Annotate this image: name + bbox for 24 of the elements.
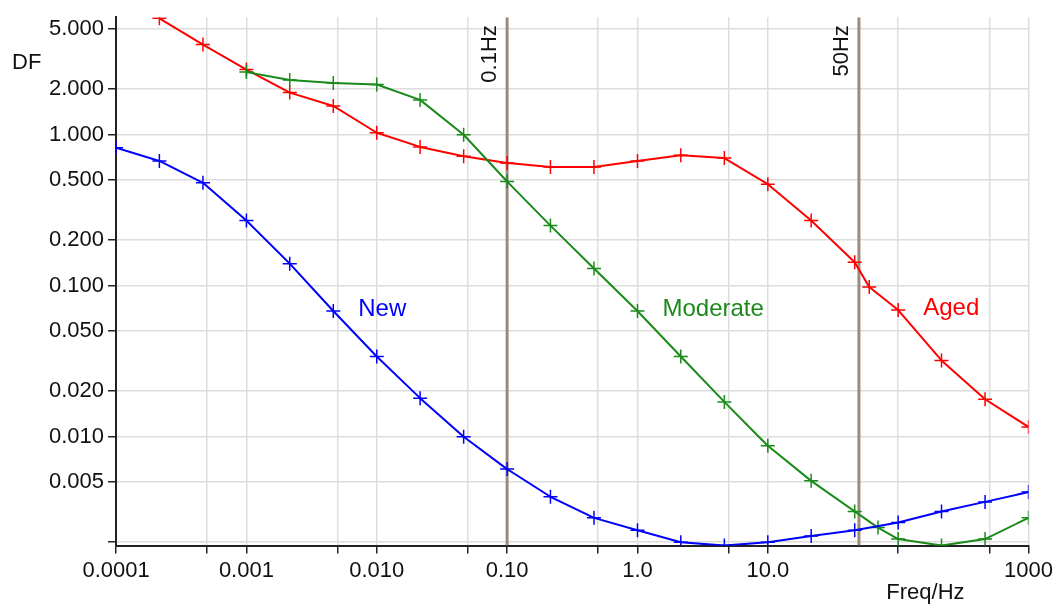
y-tick-label: 0.050 (48, 317, 105, 343)
x-tick-label: 0.001 (218, 556, 274, 582)
x-tick-label: 10.0 (746, 556, 790, 582)
y-tick-label: 2.000 (48, 75, 105, 101)
x-tick-label: 0.10 (485, 556, 529, 582)
x-axis-title: Freq/Hz (886, 579, 965, 605)
y-tick-label: 5.000 (48, 15, 105, 41)
ref-line-label: 0.1Hz (476, 25, 502, 83)
ref-line-label: 50Hz (828, 25, 853, 77)
x-tick-label: 0.010 (349, 556, 405, 582)
y-axis-title: DF (12, 49, 42, 75)
series-label: Moderate (662, 293, 764, 321)
x-tick-label: 1000 (1004, 556, 1054, 582)
y-tick-label: 0.100 (48, 271, 105, 297)
y-tick-label: 1.000 (48, 120, 105, 146)
series-label: New (358, 293, 407, 321)
x-tick-label: 1.0 (622, 556, 653, 582)
series-label: Aged (923, 292, 980, 320)
y-tick-label: 0.010 (48, 422, 105, 448)
y-tick-label: 0.005 (48, 468, 105, 494)
y-tick-label: 0.200 (48, 226, 105, 252)
y-tick-label: 0.020 (48, 377, 105, 403)
y-tick-label: 0.500 (48, 166, 105, 192)
x-tick-label: 0.0001 (82, 556, 150, 582)
